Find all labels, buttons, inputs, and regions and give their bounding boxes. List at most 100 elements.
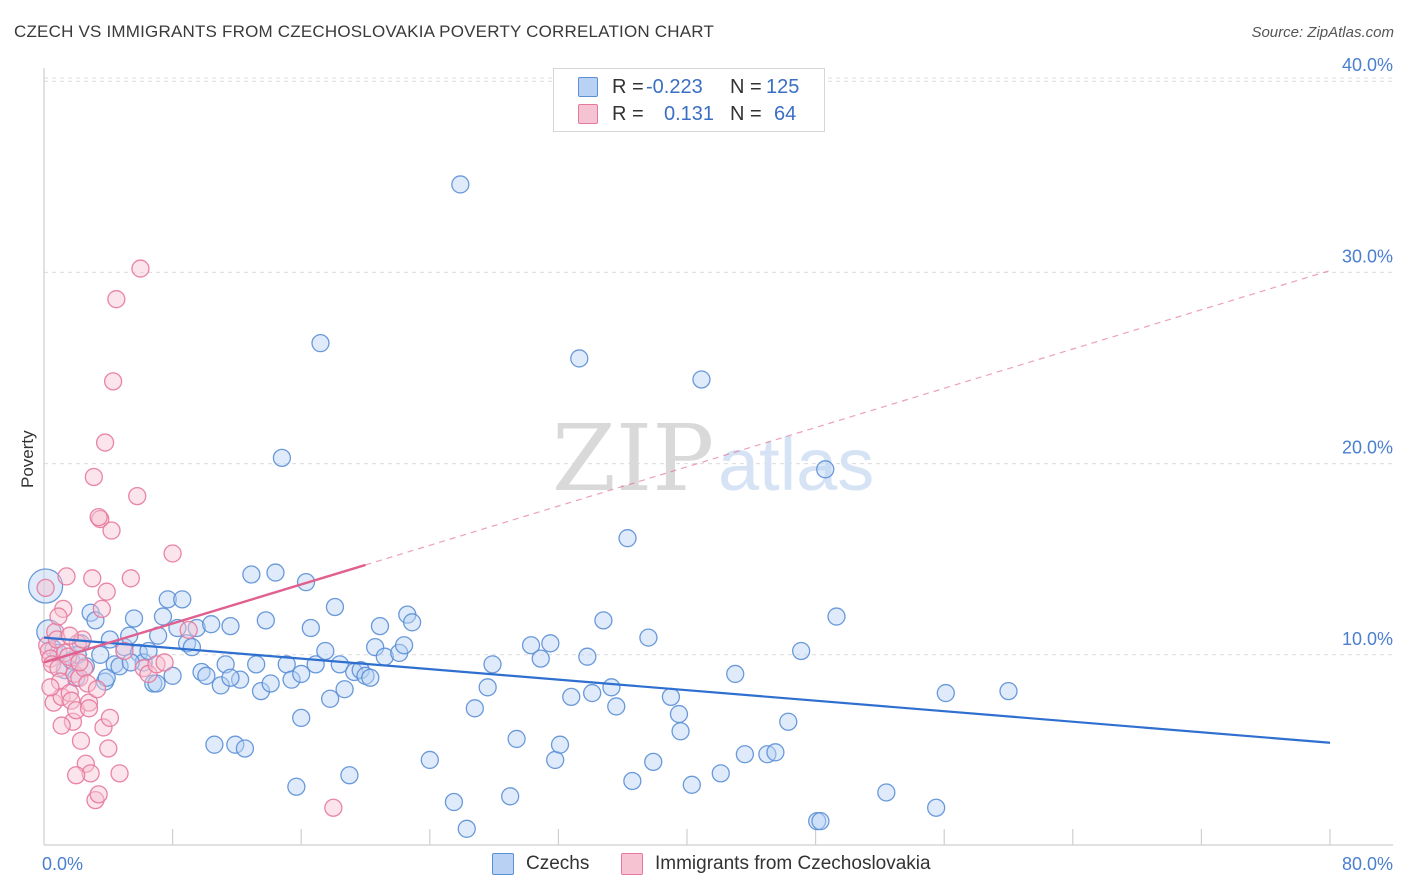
legend-swatch-blue [492, 853, 514, 875]
czechs-point [211, 676, 230, 695]
czechs-point [292, 664, 311, 684]
stats-r-label: R = [612, 75, 644, 98]
y-axis-label: Poverty [18, 430, 37, 488]
y-tick-label: 20.0% [1342, 438, 1393, 458]
czechs-point [282, 670, 301, 689]
immigrants-point [70, 653, 89, 672]
czechs-point [927, 798, 946, 817]
czechs-point [340, 766, 359, 785]
czechs-point [266, 563, 285, 582]
immigrants-point [57, 567, 76, 586]
legend: Czechs Immigrants from Czechoslovakia [0, 850, 1406, 878]
immigrants-point [86, 790, 105, 810]
immigrants-point [75, 659, 94, 678]
immigrants-point [102, 521, 121, 540]
czechs-point [394, 636, 414, 655]
immigrants-point [79, 699, 99, 718]
czechs-point [877, 783, 896, 802]
immigrants-point [100, 708, 120, 728]
czechs-point [256, 611, 275, 630]
legend-label: Immigrants from Czechoslovakia [655, 853, 931, 874]
czechs-trend-line [43, 636, 1331, 744]
czechs-point [320, 689, 340, 708]
czechs-point [361, 668, 380, 687]
czechs-point [562, 687, 581, 707]
czechs-point [221, 616, 240, 636]
czechs-point [292, 708, 311, 728]
czechs-point [402, 613, 422, 632]
czechs-point [827, 607, 846, 626]
czechs-point [158, 590, 177, 609]
immigrants-point [41, 678, 60, 697]
czechs-point [205, 735, 224, 754]
czechs-point [521, 636, 541, 655]
immigrants-point [79, 693, 99, 712]
czechs-point [541, 634, 560, 653]
y-tick-labels: 10.0% 20.0% 30.0% 40.0% [1342, 55, 1393, 649]
immigrants-point [67, 766, 86, 785]
czechs-point [550, 735, 570, 754]
legend-item-czechs: Czechs [492, 850, 589, 878]
czechs-point [594, 611, 613, 630]
czechs-point [791, 641, 811, 661]
czechs-point [692, 370, 711, 389]
czechs-point [936, 683, 955, 703]
czechs-points [27, 175, 1018, 838]
immigrants-point [83, 569, 102, 588]
legend-swatch-pink [621, 853, 643, 875]
czechs-point [221, 668, 240, 687]
immigrants-point [46, 622, 65, 642]
immigrants-point [60, 683, 79, 703]
czechs-point [816, 460, 835, 479]
czechs-point [182, 638, 202, 657]
czechs-point [216, 655, 235, 674]
stats-r-label: R = [612, 102, 644, 125]
czechs-point [999, 681, 1018, 701]
czechs-point [507, 729, 526, 749]
correlation-stats-box: R = -0.223 N = 125 R = 0.131 N = 64 [553, 68, 825, 132]
czechs-point [661, 687, 681, 707]
stats-row-immigrants: R = 0.131 N = 64 [554, 100, 824, 128]
immigrants-point [128, 486, 147, 506]
czechs-point [451, 175, 470, 194]
czechs-point [316, 641, 335, 661]
czechs-point [570, 349, 589, 368]
czechs-point [91, 645, 110, 664]
czechs-point [311, 333, 330, 353]
czechs-point [726, 664, 745, 684]
stats-swatch-blue [578, 77, 598, 97]
immigrants-point [163, 544, 182, 563]
czechs-point [811, 811, 830, 831]
czechs-point [153, 607, 173, 626]
immigrants-point [94, 718, 113, 737]
immigrants-point [81, 764, 100, 783]
axes [43, 68, 1393, 846]
czechs-point [242, 565, 261, 584]
czechs-point [287, 777, 306, 796]
legend-item-immigrants: Immigrants from Czechoslovakia [621, 850, 931, 878]
immigrants-point [131, 259, 150, 278]
czechs-point [86, 611, 105, 630]
czechs-point [301, 618, 320, 638]
immigrants-point [155, 653, 174, 672]
czechs-point [235, 739, 255, 758]
czechs-point [618, 529, 637, 548]
immigrants-point [71, 731, 91, 750]
czechs-point [546, 750, 565, 770]
y-tick-label: 30.0% [1342, 246, 1393, 266]
immigrants-point [110, 764, 129, 783]
czechs-point [483, 655, 502, 674]
czechs-point [330, 655, 349, 674]
czechs-point [623, 771, 642, 791]
immigrants-point [95, 433, 115, 452]
immigrants-point [52, 716, 71, 735]
czechs-point [261, 674, 280, 693]
x-tick-label-max: 80.0% [1342, 854, 1393, 874]
immigrants-point [60, 626, 79, 645]
stats-swatch-pink [578, 104, 598, 124]
czechs-point [124, 609, 144, 628]
czechs-point [671, 722, 690, 741]
immigrants-point [99, 739, 118, 758]
watermark: ZIP atlas [552, 405, 874, 512]
czechs-point [272, 448, 292, 468]
